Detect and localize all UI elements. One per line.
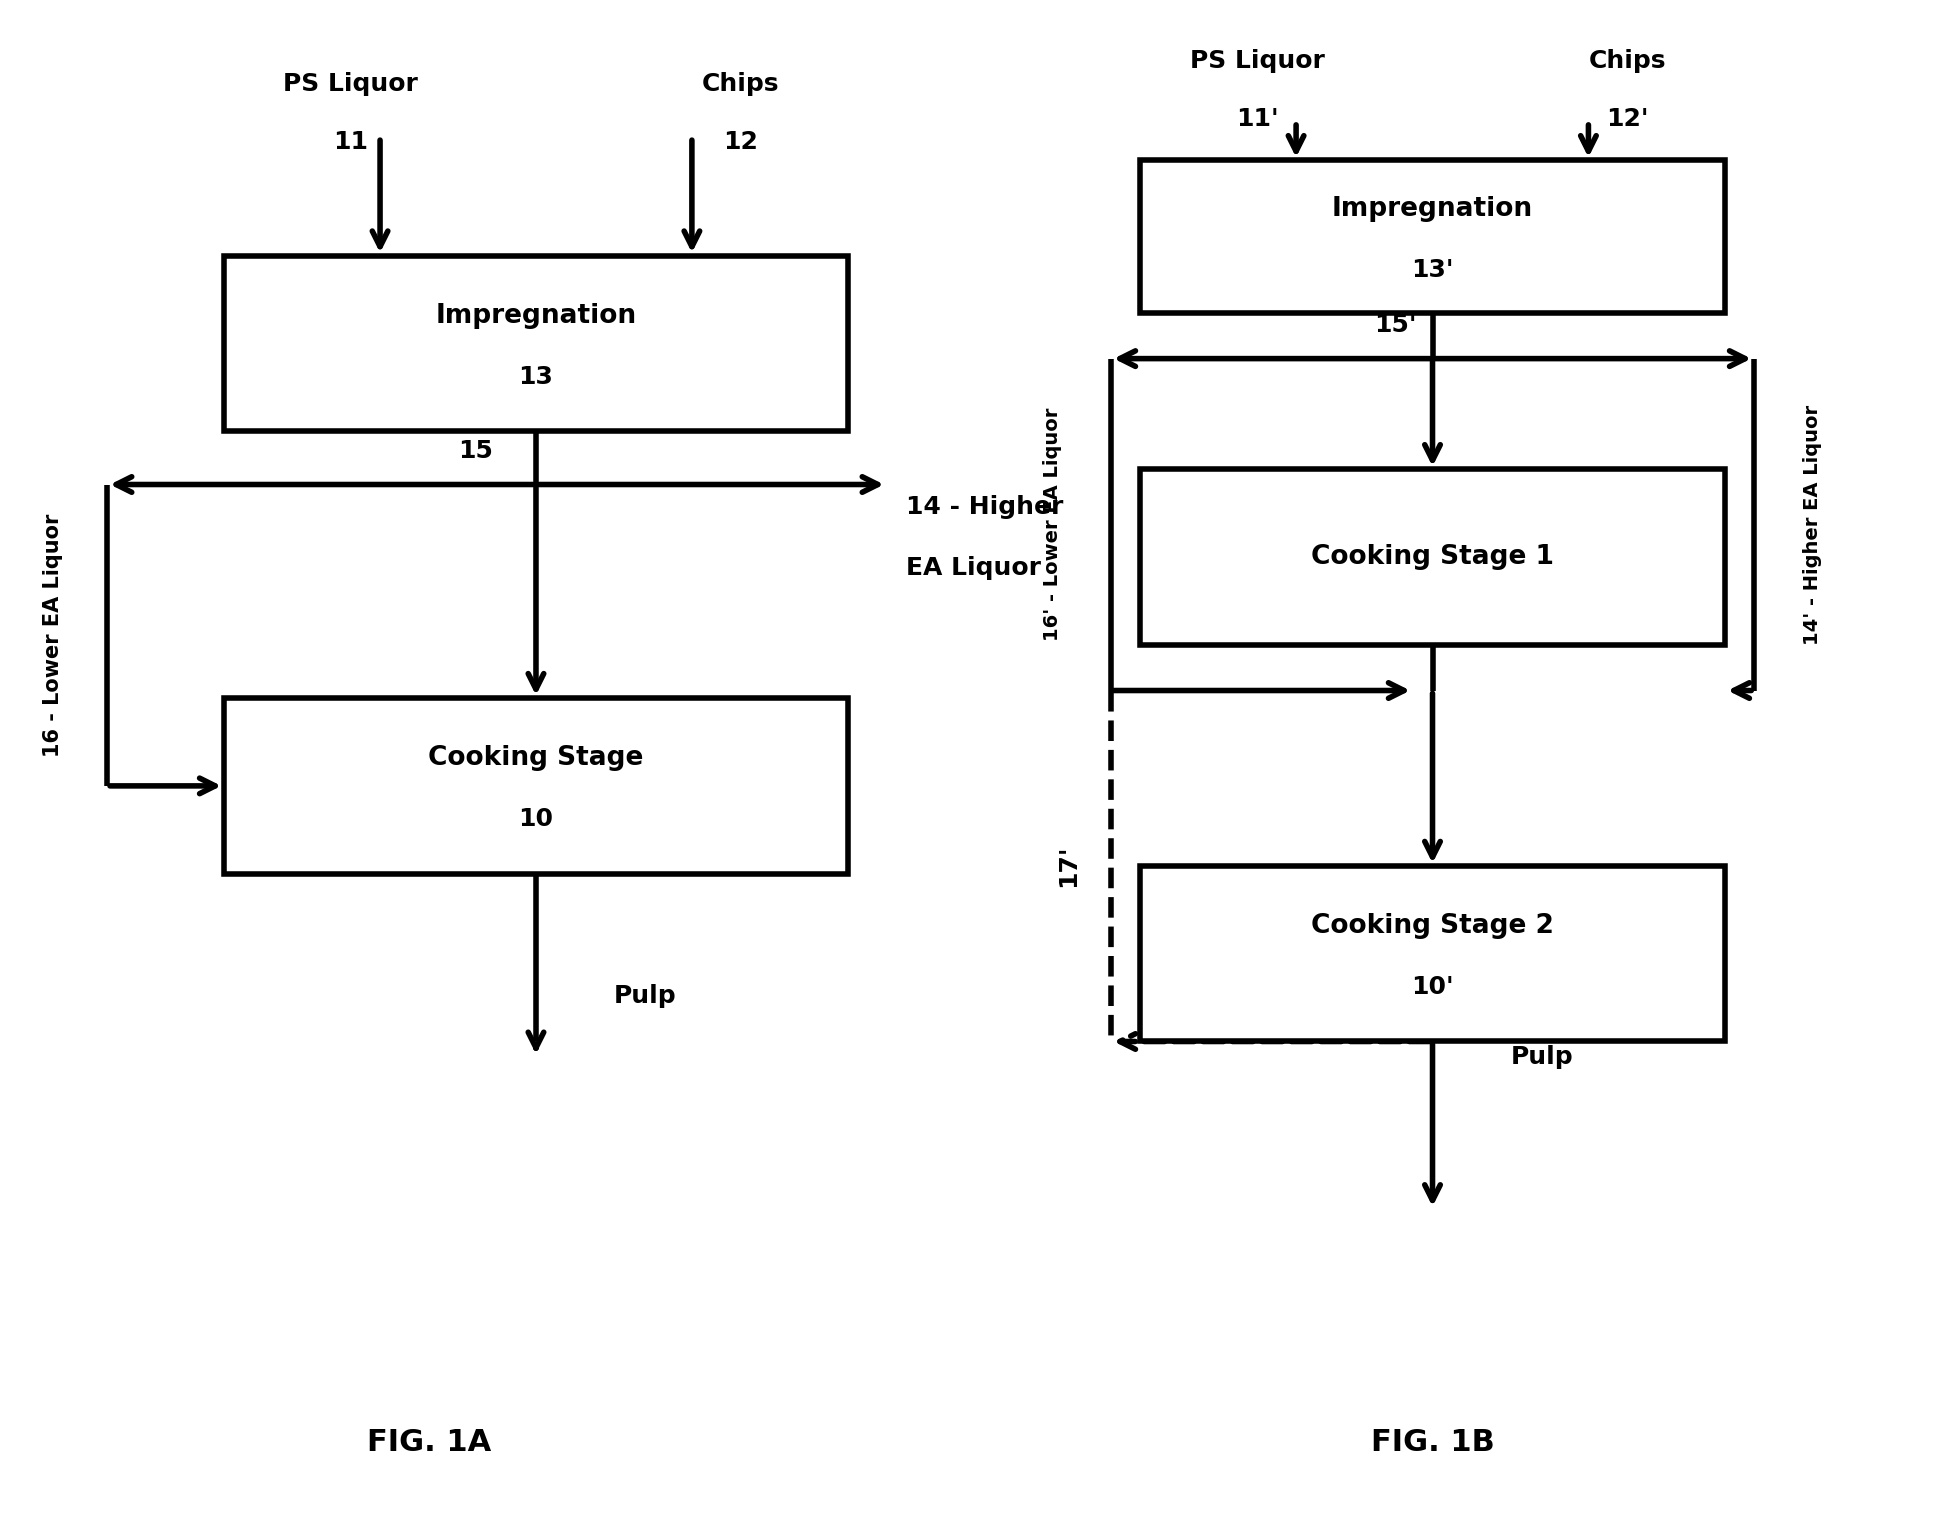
Text: FIG. 1B: FIG. 1B [1369,1427,1494,1457]
Text: 16 - Lower EA Liquor: 16 - Lower EA Liquor [43,514,62,757]
Text: Pulp: Pulp [614,984,676,1007]
Text: 17': 17' [1056,845,1079,887]
Text: Cooking Stage 2: Cooking Stage 2 [1311,913,1553,940]
Text: PS Liquor: PS Liquor [1188,49,1325,73]
Text: 10: 10 [518,807,553,832]
Text: Cooking Stage: Cooking Stage [429,745,643,772]
Text: 12: 12 [723,130,758,154]
Text: Chips: Chips [1588,49,1666,73]
Text: 11: 11 [333,130,368,154]
Text: 14' - Higher EA Liquor: 14' - Higher EA Liquor [1802,404,1821,644]
FancyBboxPatch shape [1140,867,1724,1042]
Text: 10': 10' [1410,975,1453,1000]
Text: 12': 12' [1605,107,1648,131]
Text: EA Liquor: EA Liquor [906,557,1040,580]
FancyBboxPatch shape [1140,470,1724,645]
Text: Cooking Stage 1: Cooking Stage 1 [1311,543,1553,571]
Text: Impregnation: Impregnation [434,302,637,330]
Text: 13: 13 [518,365,553,389]
FancyBboxPatch shape [1140,160,1724,313]
Text: 11': 11' [1235,107,1278,131]
Text: FIG. 1A: FIG. 1A [366,1427,491,1457]
FancyBboxPatch shape [224,699,847,873]
Text: Chips: Chips [701,72,779,96]
Text: 16' - Lower EA Liquor: 16' - Lower EA Liquor [1042,407,1062,641]
FancyBboxPatch shape [224,256,847,430]
Text: PS Liquor: PS Liquor [282,72,419,96]
Text: 13': 13' [1410,258,1453,282]
Text: 14 - Higher: 14 - Higher [906,496,1064,519]
Text: Pulp: Pulp [1510,1045,1572,1068]
Text: 15: 15 [458,439,493,462]
Text: Impregnation: Impregnation [1330,195,1533,223]
Text: 15': 15' [1373,313,1416,337]
